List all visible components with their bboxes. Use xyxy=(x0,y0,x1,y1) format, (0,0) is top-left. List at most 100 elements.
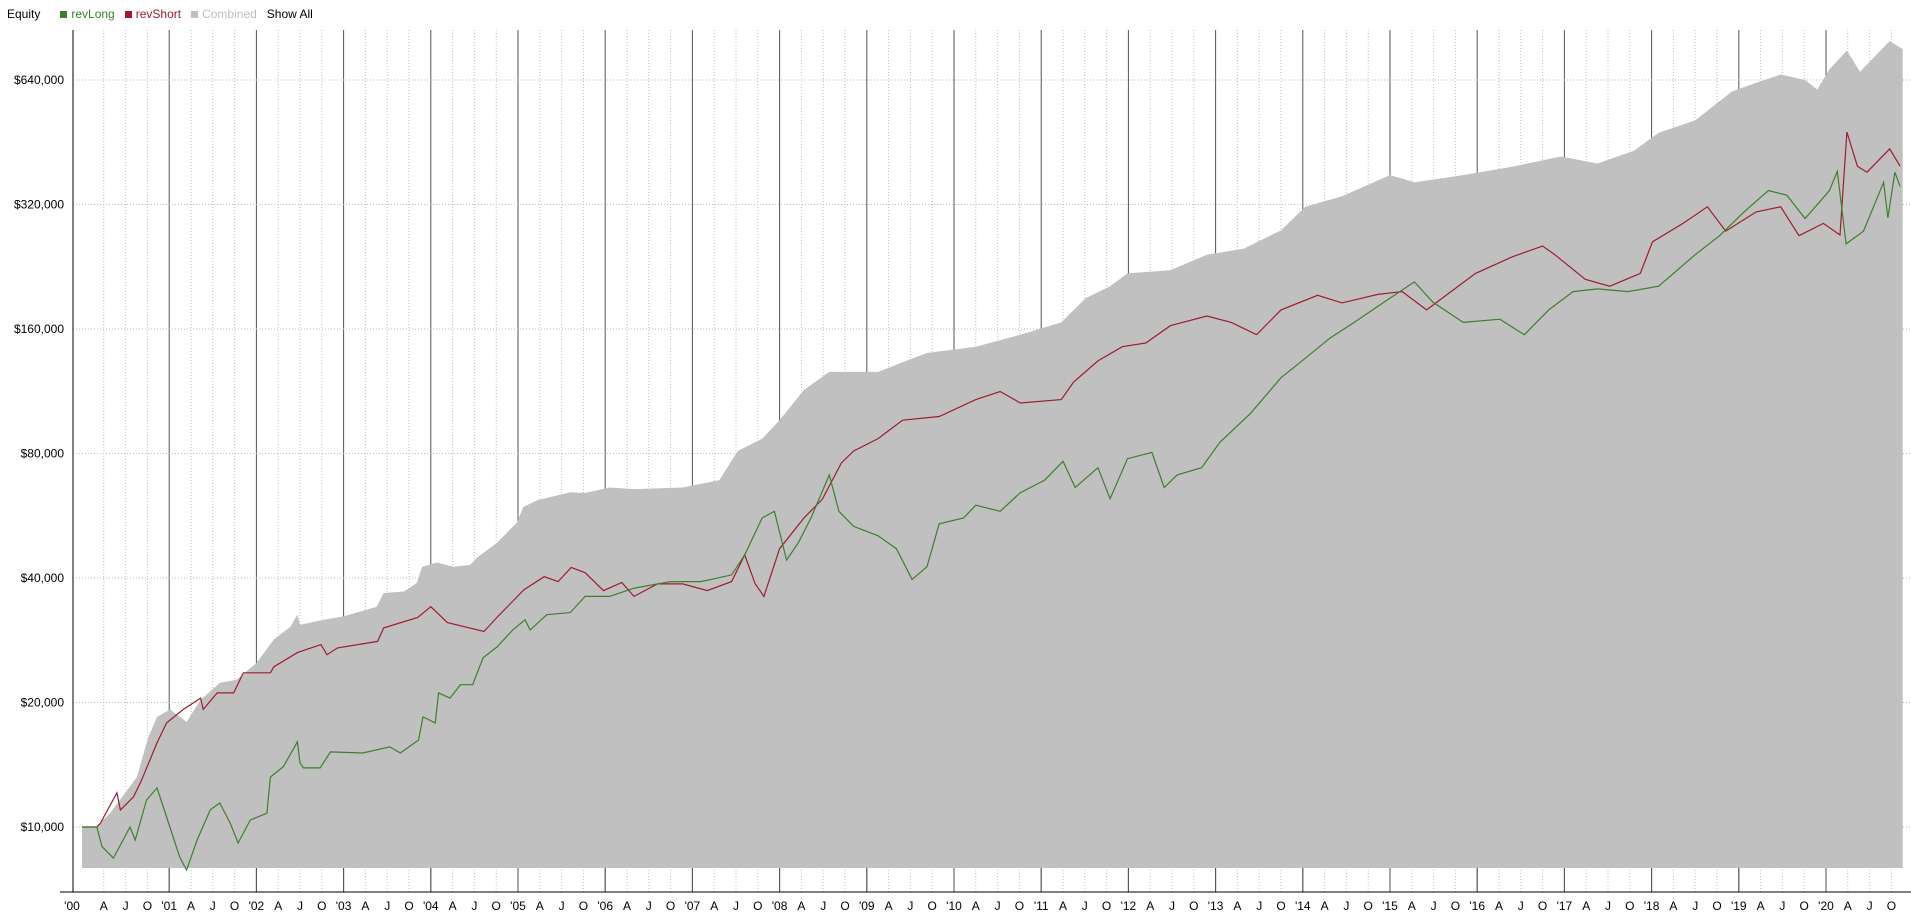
x-tick-label-year: '12 xyxy=(1121,899,1137,913)
x-tick-label-quarter: A xyxy=(1408,899,1416,913)
x-tick-label-quarter: A xyxy=(1059,899,1067,913)
x-tick-label-quarter: J xyxy=(1692,899,1698,913)
x-tick-label-quarter: O xyxy=(1364,899,1373,913)
y-tick-label: $80,000 xyxy=(21,447,65,461)
x-tick-label-year: '07 xyxy=(685,899,701,913)
x-tick-label-year: '13 xyxy=(1208,899,1224,913)
x-tick-label-year: '08 xyxy=(772,899,788,913)
x-tick-label-year: '02 xyxy=(249,899,265,913)
x-tick-label-year: '11 xyxy=(1034,899,1049,913)
y-tick-label: $320,000 xyxy=(14,198,64,212)
x-tick-label-quarter: A xyxy=(797,899,805,913)
x-tick-label-quarter: A xyxy=(361,899,369,913)
x-tick-label-quarter: O xyxy=(1015,899,1024,913)
x-tick-label-year: '17 xyxy=(1557,899,1573,913)
x-tick-label-quarter: O xyxy=(1625,899,1634,913)
x-tick-label-quarter: J xyxy=(1343,899,1349,913)
x-tick-label-quarter: O xyxy=(1189,899,1198,913)
x-tick-label-quarter: O xyxy=(1451,899,1460,913)
legend-label-combined: Combined xyxy=(202,7,257,21)
x-tick-label-quarter: A xyxy=(1495,899,1503,913)
x-tick-label-year: '05 xyxy=(510,899,526,913)
x-tick-label-quarter: J xyxy=(995,899,1001,913)
x-tick-label-quarter: A xyxy=(710,899,718,913)
x-tick-label-quarter: O xyxy=(1276,899,1285,913)
x-tick-label-quarter: A xyxy=(1321,899,1329,913)
x-tick-label-quarter: J xyxy=(907,899,913,913)
x-tick-label-quarter: J xyxy=(1256,899,1262,913)
x-tick-label-quarter: J xyxy=(210,899,216,913)
x-tick-label-quarter: A xyxy=(885,899,893,913)
x-tick-label-quarter: J xyxy=(123,899,129,913)
x-tick-label-quarter: O xyxy=(928,899,937,913)
x-tick-label-year: '18 xyxy=(1644,899,1660,913)
x-tick-label-quarter: J xyxy=(471,899,477,913)
legend-item-combined[interactable]: Combined xyxy=(191,7,257,21)
x-tick-label-quarter: O xyxy=(840,899,849,913)
x-tick-label-quarter: O xyxy=(1102,899,1111,913)
x-tick-label-quarter: J xyxy=(733,899,739,913)
x-tick-label-quarter: J xyxy=(1867,899,1873,913)
series-line-revshort xyxy=(82,131,1901,828)
x-tick-label-quarter: J xyxy=(384,899,390,913)
x-tick-label-quarter: A xyxy=(187,899,195,913)
y-tick-label: $10,000 xyxy=(21,820,65,834)
x-tick-label-year: '20 xyxy=(1818,899,1834,913)
legend-item-revshort[interactable]: revShort xyxy=(124,7,181,21)
x-tick-label-year: '03 xyxy=(336,899,352,913)
x-tick-label-year: '06 xyxy=(597,899,613,913)
legend-swatch-revshort xyxy=(124,10,132,18)
x-tick-label-quarter: A xyxy=(1844,899,1852,913)
legend-swatch-revlong xyxy=(60,10,68,18)
x-tick-label-year: '15 xyxy=(1382,899,1398,913)
x-tick-label-quarter: A xyxy=(1233,899,1241,913)
x-tick-label-year: '01 xyxy=(161,899,177,913)
x-tick-label-quarter: J xyxy=(1082,899,1088,913)
x-tick-label-quarter: O xyxy=(666,899,675,913)
x-tick-label-quarter: A xyxy=(972,899,980,913)
y-tick-label: $40,000 xyxy=(21,571,65,585)
x-tick-label-quarter: O xyxy=(492,899,501,913)
x-tick-label-quarter: O xyxy=(1887,899,1896,913)
x-tick-label-quarter: J xyxy=(820,899,826,913)
x-tick-label-quarter: O xyxy=(579,899,588,913)
x-tick-label-quarter: O xyxy=(143,899,152,913)
x-tick-label-year: '16 xyxy=(1469,899,1485,913)
x-tick-label-quarter: O xyxy=(1800,899,1809,913)
x-tick-label-year: '10 xyxy=(946,899,962,913)
x-tick-label-year: '04 xyxy=(423,899,439,913)
x-tick-label-quarter: J xyxy=(1169,899,1175,913)
x-tick-label-year: '19 xyxy=(1731,899,1747,913)
x-tick-label-quarter: O xyxy=(1538,899,1547,913)
chart-legend: Equity revLong revShort Combined Show Al… xyxy=(7,6,323,22)
legend-item-revlong[interactable]: revLong xyxy=(60,7,115,21)
x-tick-label-quarter: J xyxy=(646,899,652,913)
series-line-revlong xyxy=(82,168,1901,872)
x-tick-label-quarter: A xyxy=(100,899,108,913)
legend-label-revlong: revLong xyxy=(71,7,115,21)
x-tick-label-quarter: A xyxy=(274,899,282,913)
x-tick-label-quarter: A xyxy=(1757,899,1765,913)
x-tick-label-quarter: J xyxy=(1518,899,1524,913)
series-area-combined xyxy=(82,41,1903,868)
show-all-button[interactable]: Show All xyxy=(266,7,313,21)
x-tick-label-quarter: O xyxy=(317,899,326,913)
x-tick-label-quarter: J xyxy=(297,899,303,913)
x-tick-label-quarter: O xyxy=(230,899,239,913)
y-tick-label: $640,000 xyxy=(14,73,64,87)
legend-title: Equity xyxy=(7,7,41,21)
x-tick-label-quarter: J xyxy=(1431,899,1437,913)
x-tick-label-quarter: A xyxy=(1582,899,1590,913)
y-tick-label: $20,000 xyxy=(21,696,65,710)
x-tick-label-year: '00 xyxy=(64,899,80,913)
x-tick-label-quarter: J xyxy=(1779,899,1785,913)
x-tick-label-quarter: A xyxy=(1669,899,1677,913)
x-tick-label-quarter: A xyxy=(536,899,544,913)
x-tick-label-quarter: J xyxy=(1605,899,1611,913)
x-tick-label-quarter: A xyxy=(623,899,631,913)
x-tick-label-quarter: O xyxy=(1712,899,1721,913)
x-tick-label-quarter: J xyxy=(559,899,565,913)
x-tick-label-quarter: O xyxy=(404,899,413,913)
legend-swatch-combined xyxy=(191,10,199,18)
